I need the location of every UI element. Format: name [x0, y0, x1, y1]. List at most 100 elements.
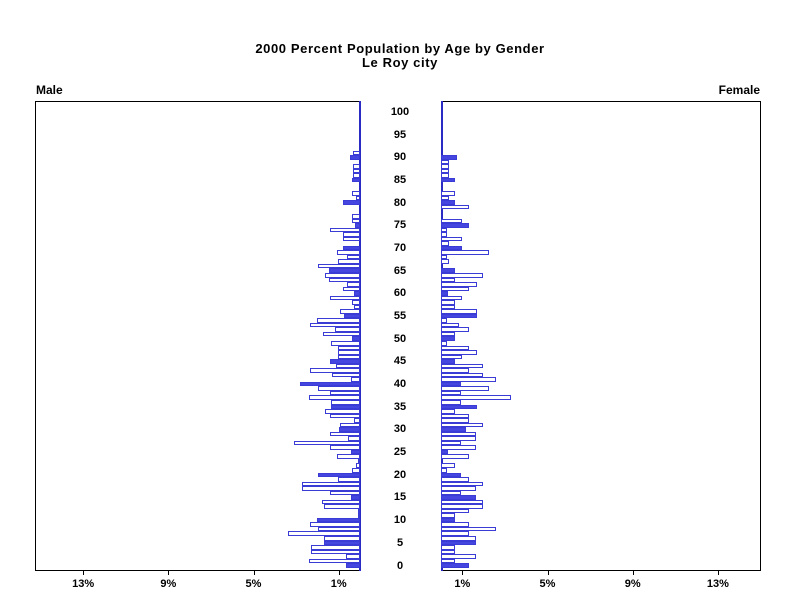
female-bar-age-15: [441, 495, 476, 500]
female-bar-age-11: [441, 513, 455, 518]
female-bar-age-42: [441, 372, 483, 378]
male-panel-label: Male: [36, 83, 63, 97]
female-bar-age-64: [441, 272, 483, 278]
female-bar-age-20: [441, 472, 462, 478]
female-bar-age-25: [441, 449, 449, 455]
male-bar-age-3: [311, 549, 360, 555]
female-panel-label: Female: [718, 83, 760, 97]
female-bar-age-82: [441, 191, 455, 196]
male-bar-age-61: [342, 286, 360, 292]
male-bar-age-23: [357, 458, 360, 464]
female-bar-age-51: [441, 331, 455, 337]
age-tick-label-85: 85: [393, 174, 407, 187]
male-bar-age-11: [357, 513, 360, 518]
age-tick-label-80: 80: [393, 196, 407, 209]
female-bar-age-67: [441, 259, 449, 264]
male-bar-age-41: [351, 377, 360, 382]
female-bar-age-89: [441, 159, 449, 165]
male-bar-age-22: [355, 463, 360, 468]
male-x-tick-5%: [253, 571, 255, 575]
female-bar-age-40: [441, 381, 462, 387]
male-bar-age-0: [346, 563, 360, 568]
female-bar-age-68: [441, 254, 447, 260]
age-tick-label-20: 20: [393, 468, 407, 481]
female-x-tick-1%: [462, 571, 464, 575]
male-bar-age-54: [317, 318, 360, 323]
female-bar-age-85: [441, 177, 455, 183]
female-bar-age-26: [441, 445, 476, 450]
female-x-tick-5%: [547, 571, 549, 575]
male-bar-age-39: [317, 386, 360, 391]
male-bar-age-59: [330, 295, 360, 301]
male-bar-age-34: [324, 409, 360, 414]
male-bar-age-80: [343, 200, 360, 205]
female-bar-age-3: [441, 549, 455, 555]
female-bar-age-65: [441, 268, 455, 273]
female-bar-age-36: [441, 399, 462, 405]
age-tick-label-70: 70: [393, 242, 407, 255]
male-bar-age-5: [323, 540, 360, 546]
age-tick-label-0: 0: [396, 559, 404, 572]
female-bar-age-14: [441, 499, 483, 505]
chart-subtitle: Le Roy city: [362, 55, 438, 70]
female-x-tick-9%: [632, 571, 634, 575]
male-bar-age-6: [324, 536, 360, 541]
female-bar-age-53: [441, 322, 459, 328]
female-bar-age-29: [441, 431, 476, 437]
female-bar-age-7: [441, 531, 469, 537]
female-bar-age-86: [441, 173, 449, 178]
male-bar-age-73: [343, 232, 360, 237]
female-bar-age-13: [441, 504, 483, 509]
male-bar-age-63: [328, 277, 360, 283]
female-bar-age-73: [441, 232, 447, 237]
male-x-label-1%: 1%: [330, 578, 347, 590]
female-bar-age-34: [441, 409, 455, 414]
female-bar-age-46: [441, 354, 462, 360]
age-tick-label-55: 55: [393, 310, 407, 323]
male-bar-age-1: [308, 558, 360, 564]
female-bar-age-49: [441, 341, 447, 346]
female-bar-age-35: [441, 404, 477, 410]
age-tick-label-45: 45: [393, 355, 407, 368]
female-bar-age-37: [441, 395, 511, 400]
male-bar-age-70: [343, 245, 360, 251]
male-bar-age-44: [336, 363, 360, 369]
female-bar-age-38: [441, 390, 462, 396]
age-tick-label-35: 35: [393, 400, 407, 413]
male-bar-age-55: [344, 313, 360, 319]
female-bar-age-59: [441, 295, 463, 301]
male-bar-age-28: [348, 436, 360, 441]
female-x-label-9%: 9%: [624, 578, 641, 590]
male-bar-age-37: [308, 395, 360, 400]
male-bar-age-74: [330, 227, 360, 233]
female-bar-age-8: [441, 526, 497, 532]
female-bar-age-44: [441, 363, 483, 369]
female-x-label-5%: 5%: [539, 578, 556, 590]
female-bar-age-0: [441, 563, 469, 568]
male-bar-age-26: [330, 445, 360, 450]
male-bar-age-76: [351, 218, 360, 224]
female-bar-age-72: [441, 236, 462, 242]
male-bar-age-56: [339, 309, 360, 314]
age-tick-label-75: 75: [393, 219, 407, 232]
female-bar-age-71: [441, 241, 449, 246]
female-plot-panel: [441, 101, 761, 571]
male-bar-age-77: [351, 214, 360, 219]
male-bar-age-12: [357, 508, 360, 514]
male-bar-age-90: [350, 155, 360, 160]
male-bar-age-43: [309, 368, 360, 373]
male-bar-age-21: [352, 467, 360, 473]
age-tick-label-50: 50: [393, 332, 407, 345]
female-bar-age-45: [441, 359, 455, 364]
female-bar-age-55: [441, 313, 477, 319]
female-bar-age-76: [441, 218, 462, 224]
male-bar-age-60: [354, 291, 360, 296]
male-bar-age-17: [302, 486, 360, 491]
female-bar-age-21: [441, 467, 447, 473]
male-x-tick-13%: [83, 571, 85, 575]
male-bar-age-82: [352, 191, 360, 196]
female-bar-age-56: [441, 309, 477, 314]
age-tick-label-10: 10: [393, 514, 407, 527]
female-bar-age-81: [441, 195, 449, 201]
male-bar-age-30: [338, 427, 360, 432]
